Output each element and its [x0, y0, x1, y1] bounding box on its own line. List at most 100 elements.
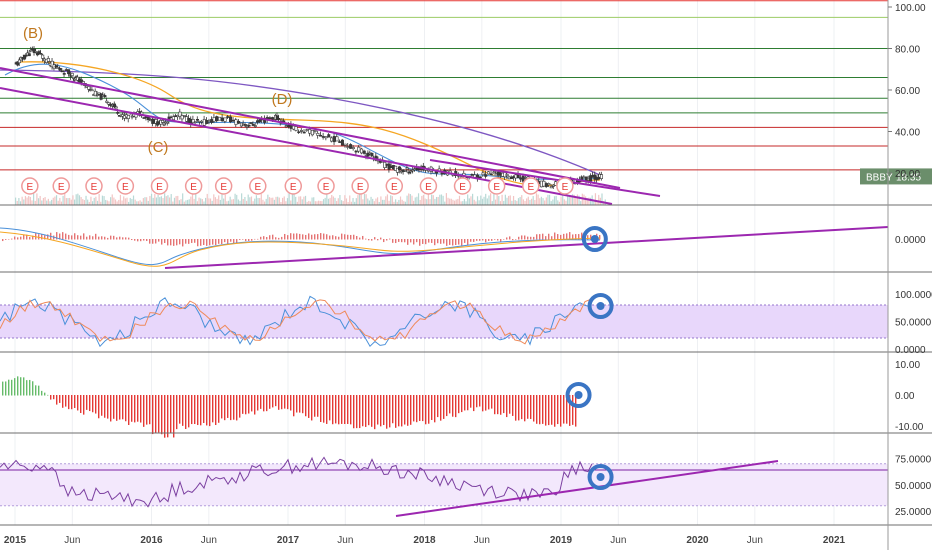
histogram-bar [338, 395, 340, 425]
volume-bar [36, 193, 38, 205]
volume-bar [82, 199, 84, 205]
macd-histogram-bar [524, 235, 526, 240]
histogram-bar [329, 395, 331, 421]
rsi-trendline [395, 460, 779, 517]
candle-body [73, 78, 77, 81]
volume-bar [573, 194, 575, 205]
volume-bar [168, 197, 171, 205]
volume-bar [123, 196, 125, 205]
volume-bar [476, 196, 479, 205]
volume-bar [15, 197, 17, 205]
volume-bar [283, 196, 285, 205]
volume-bar [124, 198, 126, 205]
volume-bar [237, 199, 239, 205]
histogram-bar [26, 380, 28, 396]
volume-bar [37, 198, 40, 205]
macd-histogram-bar [203, 239, 205, 246]
price-pane[interactable]: (B) (C) (D) E E E E E E E E E E E E E E E E E BBBY 18.35 [0, 0, 932, 205]
volume-bar [311, 197, 313, 205]
volume-bar [527, 196, 529, 205]
volume-bar [467, 194, 469, 205]
grid [14, 0, 835, 525]
rsi-pane[interactable] [0, 456, 888, 517]
histogram-bar [341, 395, 343, 424]
histogram-bar [314, 395, 316, 417]
volume-bar [98, 193, 100, 205]
histogram-bar [137, 395, 139, 422]
candle-body [407, 171, 411, 174]
volume-bar [512, 195, 515, 205]
candle-body [351, 147, 355, 150]
volume-bar [409, 194, 411, 205]
volume-bar [373, 201, 375, 205]
macd-histogram-bar [398, 239, 400, 242]
macd-histogram-bar [23, 234, 25, 240]
histogram-bar [164, 395, 166, 438]
volume-bar [416, 196, 418, 205]
volume-bar [75, 194, 77, 205]
macd-histogram-bar [155, 239, 157, 244]
macd-histogram-bar [242, 239, 244, 240]
candle-body [62, 73, 66, 75]
volume-bar [55, 195, 58, 205]
last-price-tag [860, 168, 932, 185]
macd-histogram-bar [197, 239, 199, 247]
macd-histogram-bar [395, 239, 397, 244]
macd-histogram-bar [167, 239, 169, 246]
volume-bar [278, 197, 280, 205]
candle-body [210, 119, 214, 123]
histogram-pane[interactable] [2, 376, 592, 438]
macd-histogram-bar [44, 235, 46, 240]
histogram-bar [2, 381, 4, 396]
volume-bar [437, 196, 439, 205]
macd-histogram-bar [539, 234, 541, 240]
macd-histogram-bar [461, 239, 463, 246]
candle-body [268, 117, 272, 120]
histogram-bar [326, 395, 328, 424]
volume-bar [449, 198, 451, 205]
macd-histogram-bar [194, 239, 196, 243]
volume-bar [150, 193, 153, 205]
macd-histogram-bar [191, 239, 193, 243]
macd-histogram-bar [233, 239, 235, 244]
macd-histogram-bar [89, 235, 91, 240]
volume-bar [139, 200, 141, 205]
macd-pane[interactable] [0, 226, 889, 269]
volume-bar [578, 195, 580, 205]
volume-bar [152, 197, 154, 205]
stochastic-pane[interactable] [0, 293, 888, 348]
macd-histogram-bar [176, 239, 178, 246]
earnings-marker [351, 177, 369, 195]
volume-bar [96, 200, 99, 205]
volume-bar [208, 198, 210, 205]
histogram-bar [368, 395, 370, 426]
histogram-bar [557, 395, 559, 425]
volume-bar [281, 197, 284, 205]
macd-histogram-bar [107, 237, 109, 240]
macd-histogram-bar [131, 239, 133, 241]
earnings-marker-label: E [91, 182, 98, 193]
histogram-bar [485, 395, 487, 411]
macd-trendline [164, 226, 889, 269]
candle-body [514, 174, 518, 179]
stoch-y-tick-label: 50.0000 [895, 318, 932, 329]
wave-label: (D) [272, 91, 293, 108]
volume-bar [475, 201, 477, 205]
volume-bar [324, 197, 326, 205]
volume-bar [257, 197, 259, 205]
macd-histogram-bar [428, 239, 430, 243]
histogram-bar [260, 395, 262, 409]
volume-bar [589, 197, 592, 205]
volume-bar [331, 194, 333, 205]
volume-bar [458, 195, 461, 205]
earnings-marker [487, 177, 506, 195]
macd-histogram-bar [299, 233, 301, 240]
volume-bar [537, 194, 539, 205]
macd-histogram-bar [362, 235, 364, 240]
macd-histogram-bar [344, 234, 346, 240]
histogram-bar [323, 395, 325, 423]
macd-histogram-bar [470, 239, 472, 242]
histogram-bar [80, 395, 82, 414]
macd-histogram-bar [161, 239, 163, 245]
